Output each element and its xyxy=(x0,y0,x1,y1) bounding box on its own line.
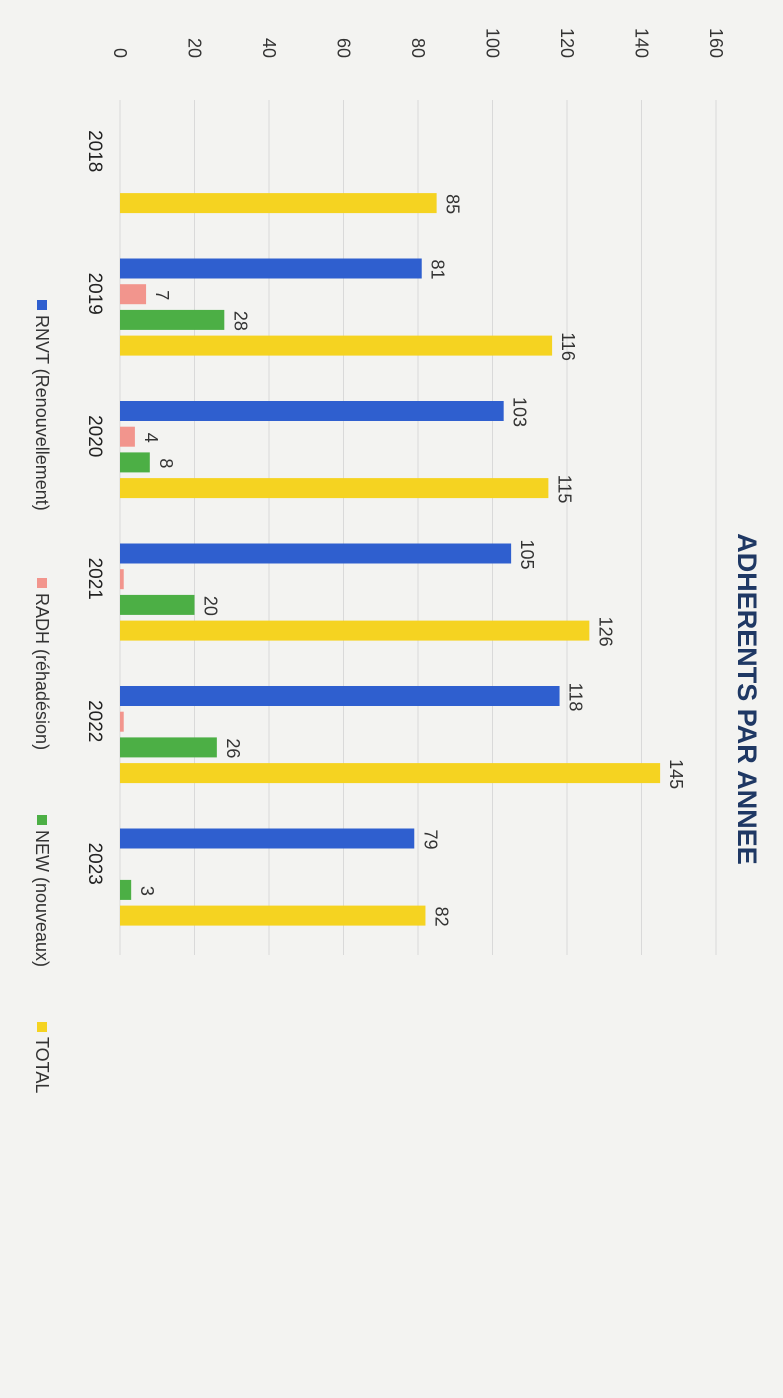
legend-label: TOTAL xyxy=(32,1037,52,1093)
bar xyxy=(120,193,437,214)
data-label: 20 xyxy=(201,596,221,616)
legend-swatch xyxy=(37,300,47,310)
data-label: 81 xyxy=(428,259,448,279)
data-label: 4 xyxy=(141,433,161,443)
bar xyxy=(119,569,124,590)
bar xyxy=(120,284,147,305)
data-label: 145 xyxy=(666,759,686,789)
bar xyxy=(120,478,549,499)
category-labels: 2018 2019 2020 2021 2022 2023 xyxy=(84,130,105,885)
data-label: 116 xyxy=(558,332,578,361)
legend-swatch xyxy=(37,815,47,825)
axis-tick-label: 100 xyxy=(483,28,503,58)
legend-label: RNVT (Renouvellement) xyxy=(32,315,52,511)
axis-tick-label: 60 xyxy=(334,38,354,58)
data-label: 26 xyxy=(223,738,243,758)
bar xyxy=(119,879,132,900)
bar xyxy=(120,686,560,706)
legend-swatch xyxy=(37,1022,47,1032)
axis-tick-label: 20 xyxy=(185,38,205,58)
legend-label: RADH (réhadésion) xyxy=(32,593,52,750)
category-label: 2018 xyxy=(84,130,105,172)
bar xyxy=(120,543,512,564)
data-labels: 85 81 7 28 116 103 4 8 115 105 20 126 118 26 145 79 3 82 xyxy=(137,194,686,927)
axis-tick-label: 0 xyxy=(110,48,130,58)
bar xyxy=(120,258,422,279)
bar xyxy=(120,401,504,421)
axis-tick-label: 80 xyxy=(408,38,428,58)
data-label: 82 xyxy=(431,907,451,927)
bar xyxy=(119,737,217,758)
bar xyxy=(120,828,415,849)
data-label: 3 xyxy=(137,886,157,896)
axis-tick-label: 160 xyxy=(706,28,726,58)
bar xyxy=(120,335,553,356)
legend: RNVT (Renouvellement) RADH (réhadésion) NE… xyxy=(32,300,52,1093)
category-label: 2020 xyxy=(84,415,105,457)
bar xyxy=(119,711,124,732)
bar xyxy=(119,452,150,473)
category-label: 2023 xyxy=(84,843,105,885)
chart-title: ADHERENTS PAR ANNEE xyxy=(732,533,762,865)
data-label: 8 xyxy=(156,458,176,468)
bar xyxy=(120,620,590,641)
bar xyxy=(120,594,195,615)
category-label: 2019 xyxy=(84,273,105,315)
category-label: 2021 xyxy=(84,558,105,600)
axis-tick-label: 120 xyxy=(557,28,577,58)
bar xyxy=(120,426,135,447)
data-label: 126 xyxy=(595,617,615,647)
bar xyxy=(119,309,225,330)
data-label: 28 xyxy=(230,311,250,331)
data-label: 115 xyxy=(554,475,574,504)
axis-tick-label: 140 xyxy=(632,28,652,58)
data-label: 79 xyxy=(420,829,440,849)
legend-label: NEW (nouveaux) xyxy=(32,830,52,967)
bars xyxy=(119,193,661,926)
gridlines xyxy=(119,100,717,955)
bar xyxy=(120,763,661,784)
data-label: 103 xyxy=(510,397,530,427)
category-label: 2022 xyxy=(84,700,105,742)
data-label: 85 xyxy=(443,194,463,214)
data-label: 118 xyxy=(566,683,586,712)
data-label: 7 xyxy=(152,290,172,300)
axis-tick-label: 40 xyxy=(259,38,279,58)
data-label: 105 xyxy=(517,539,537,569)
axis-ticks: 0 20 40 60 80 100 120 140 160 xyxy=(110,28,726,58)
bar xyxy=(120,905,426,926)
legend-swatch xyxy=(37,578,47,588)
